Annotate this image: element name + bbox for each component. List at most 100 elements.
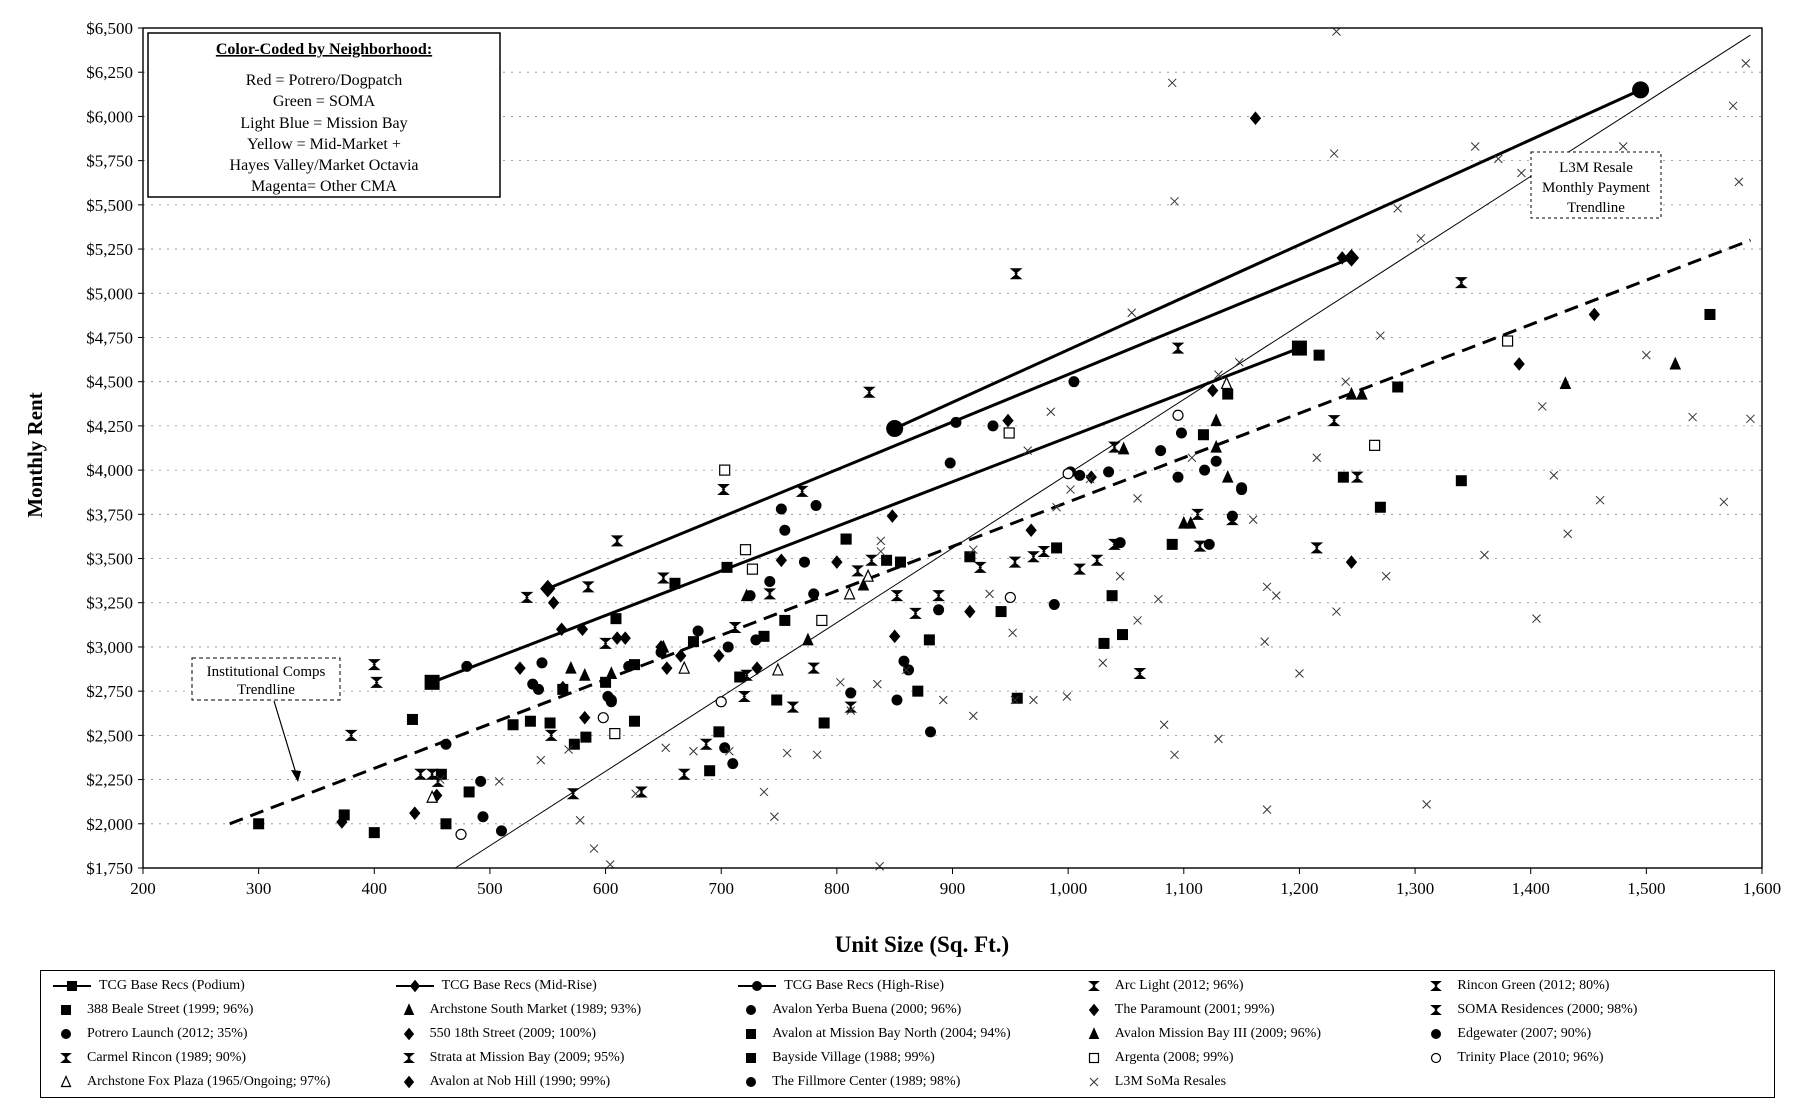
point-l3m-soma-resales — [770, 812, 779, 822]
y-tick-label: $4,500 — [86, 373, 133, 392]
point-strata-at-mission-bay — [932, 590, 946, 602]
color-key-box: Color-Coded by Neighborhood: Red = Potre… — [147, 32, 501, 198]
point-archstone-south-market — [1210, 413, 1222, 427]
point-the-fillmore-center — [1068, 376, 1080, 388]
point-potrero-launch — [495, 825, 507, 837]
point-potrero-launch — [727, 758, 739, 770]
point-l3m-soma-resales — [1170, 196, 1179, 206]
point-l3m-soma-resales — [1563, 529, 1573, 539]
point-l3m-soma-resales — [661, 743, 671, 753]
color-key-line: Green = SOMA — [273, 93, 376, 110]
point-rincon-green — [520, 591, 534, 603]
legend-entry: Avalon Mission Bay III (2009; 96%) — [1079, 1022, 1422, 1046]
point-avalon-mission-bay-iii — [1356, 386, 1368, 400]
point-550-18th-street — [576, 622, 589, 637]
point-avalon-at-mission-bay-north — [1455, 475, 1467, 487]
legend-marker — [1088, 1052, 1099, 1064]
point-argenta — [739, 544, 752, 556]
point-strata-at-mission-bay — [1037, 545, 1051, 557]
legend-label: Archstone Fox Plaza (1965/Ongoing; 97%) — [87, 1074, 331, 1089]
x-tick-label: 1,200 — [1280, 879, 1318, 898]
point-l3m-soma-resales — [938, 695, 948, 705]
point-l3m-soma-resales — [1133, 494, 1142, 503]
x-tick-label: 1,000 — [1049, 879, 1087, 898]
point-the-paramount — [1207, 383, 1219, 398]
legend-label: Archstone South Market (1989; 93%) — [429, 1002, 642, 1017]
trendline-endpoint-marker — [1343, 249, 1360, 267]
legend-marker — [61, 1029, 71, 1039]
legend-swatch — [1431, 1029, 1442, 1039]
y-tick-label: $1,750 — [86, 859, 133, 878]
point-l3m-soma-resales — [494, 776, 504, 786]
trendline-tcg-base-recs-mid-rise- — [547, 256, 1353, 590]
point-carmel-rincon — [1193, 540, 1207, 552]
legend-marker — [1430, 1005, 1443, 1015]
point-bayside-village — [580, 731, 592, 743]
legend-label: Carmel Rincon (1989; 90%) — [87, 1050, 247, 1065]
point-avalon-at-mission-bay-north — [687, 636, 699, 648]
point-the-paramount — [964, 604, 976, 619]
point-388-beale-street — [894, 556, 906, 568]
x-tick-label: 300 — [246, 879, 272, 898]
legend-entry: Edgewater (2007; 90%) — [1421, 1022, 1764, 1046]
y-tick-label: $2,250 — [86, 771, 133, 790]
point-bayside-village — [1098, 637, 1110, 649]
legend-label: 388 Beale Street (1999; 96%) — [87, 1002, 254, 1017]
point-arc-light — [610, 535, 624, 547]
point-soma-residences — [763, 588, 777, 600]
point-avalon-at-nob-hill — [713, 649, 725, 663]
point-l3m-soma-resales — [605, 860, 615, 869]
point-l3m-soma-resales — [1517, 168, 1526, 178]
legend-label: TCG Base Recs (Podium) — [99, 978, 245, 993]
point-arc-light — [1108, 441, 1121, 453]
point-550-18th-street — [409, 806, 421, 820]
point-carmel-rincon — [786, 701, 800, 713]
color-key-line: Magenta= Other CMA — [251, 178, 397, 195]
point-avalon-at-mission-bay-north — [600, 676, 612, 688]
y-tick-label: $6,000 — [86, 107, 133, 126]
point-potrero-launch — [1236, 482, 1248, 494]
point-carmel-rincon — [737, 690, 751, 702]
point-argenta — [746, 563, 759, 575]
point-388-beale-street — [669, 577, 681, 589]
point-l3m-soma-resales — [1393, 204, 1403, 213]
point-bayside-village — [713, 726, 725, 738]
y-tick-label: $6,250 — [86, 63, 133, 82]
point-bayside-village — [818, 717, 830, 729]
point-388-beale-street — [1374, 501, 1386, 513]
point-avalon-mission-bay-iii — [1184, 515, 1197, 529]
point-argenta — [1003, 427, 1015, 439]
point-bayside-village — [368, 827, 380, 839]
point-the-paramount — [831, 555, 843, 569]
point-bayside-village — [568, 738, 580, 750]
point-archstone-south-market — [578, 668, 591, 681]
legend-swatch — [402, 1053, 415, 1063]
point-l3m-soma-resales — [1234, 357, 1244, 367]
legend-marker — [402, 1053, 415, 1063]
legend: TCG Base Recs (Podium) TCG Base Recs (Mid… — [40, 970, 1775, 1098]
point-l3m-soma-resales — [1728, 101, 1738, 111]
x-tick-label: 700 — [708, 879, 734, 898]
x-tick-label: 1,300 — [1396, 879, 1434, 898]
point-potrero-launch — [477, 811, 489, 823]
point-avalon-at-nob-hill — [751, 661, 763, 675]
legend-swatch — [1088, 1052, 1099, 1064]
legend-marker — [746, 1053, 757, 1063]
point-the-fillmore-center — [461, 660, 473, 672]
point-l3m-soma-resales — [1062, 692, 1072, 701]
point-soma-residences — [1027, 551, 1040, 563]
point-the-fillmore-center — [750, 634, 762, 646]
point-l3m-soma-resales — [435, 775, 445, 784]
legend-entry: Avalon at Nob Hill (1990; 99%) — [394, 1070, 737, 1094]
point-edgewater — [898, 655, 910, 667]
x-tick-label: 1,500 — [1627, 879, 1665, 898]
point-l3m-soma-resales — [1688, 412, 1697, 422]
point-bayside-village — [435, 768, 447, 780]
point-arc-light — [1009, 268, 1023, 280]
legend-swatch — [395, 979, 434, 993]
point-bayside-village — [912, 685, 924, 697]
legend-marker — [60, 1053, 72, 1063]
legend-marker — [67, 981, 77, 991]
point-l3m-soma-resales — [1159, 720, 1169, 730]
point-archstone-south-market — [565, 660, 577, 674]
